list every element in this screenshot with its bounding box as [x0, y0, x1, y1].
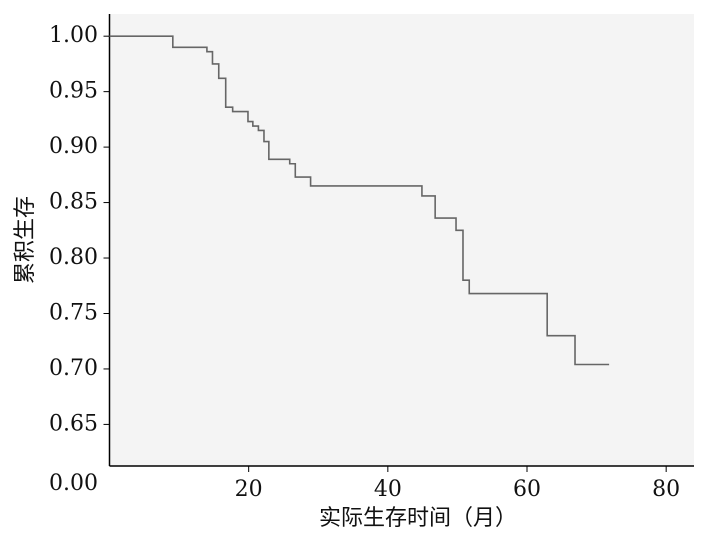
plot-background [109, 14, 694, 466]
y-tick-label: 0.85 [49, 190, 98, 215]
y-tick-label: 0.70 [49, 356, 98, 381]
y-tick-label: 0.80 [49, 245, 98, 270]
x-tick-label: 80 [652, 477, 680, 502]
y-tick-label: 0.75 [49, 300, 98, 325]
y-tick-label: 1.00 [49, 23, 98, 48]
y-tick-label: 0.95 [49, 79, 98, 104]
survival-line [109, 35, 610, 366]
x-tick-label: 60 [513, 477, 541, 502]
y-tick-label: 0.90 [49, 134, 98, 159]
y-break-label: 0.00 [49, 471, 98, 496]
x-axis-label: 实际生存时间（月） [319, 506, 517, 531]
y-axis-label: 累积生存 [13, 196, 38, 284]
y-tick-label: 0.65 [49, 411, 98, 436]
x-tick-label: 20 [235, 477, 263, 502]
x-tick-label: 40 [374, 477, 402, 502]
